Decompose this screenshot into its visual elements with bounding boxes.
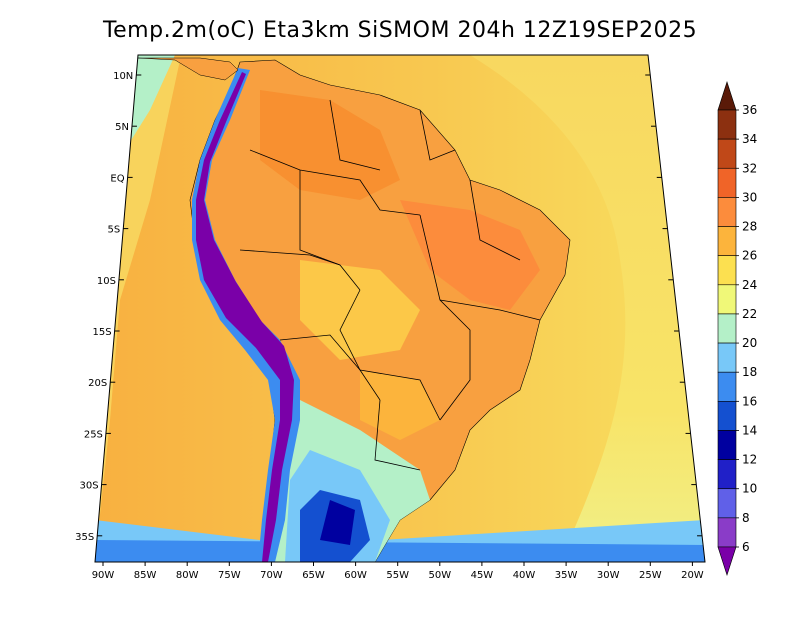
latitude-axis: 10N 5N EQ 5S 10S 15S 20S 25S 30S 35S — [75, 71, 703, 543]
colorbar: 36 34 32 30 28 26 24 22 20 18 16 14 12 10 8 6 — [717, 81, 757, 576]
lon-label: 30W — [597, 570, 620, 581]
lon-label: 25W — [639, 570, 662, 581]
colorbar-label: 8 — [742, 511, 750, 525]
colorbar-swatch — [717, 517, 737, 548]
lat-label: 30S — [79, 481, 98, 492]
colorbar-label: 32 — [742, 161, 757, 175]
lat-label: 15S — [93, 327, 112, 338]
lat-label: 25S — [84, 429, 103, 440]
colorbar-swatch — [717, 313, 737, 344]
lat-label: 35S — [75, 532, 94, 543]
south-cold-band — [95, 540, 705, 562]
colorbar-swatch — [717, 284, 737, 315]
chaco-warm-region — [360, 370, 440, 440]
colorbar-swatch — [717, 401, 737, 431]
lat-label: 5S — [108, 225, 121, 236]
colorbar-label: 20 — [742, 336, 757, 350]
colorbar-swatch — [717, 226, 737, 256]
lon-label: 35W — [555, 570, 578, 581]
colorbar-label: 34 — [742, 132, 757, 146]
lon-label: 70W — [260, 570, 283, 581]
colorbar-swatch — [717, 430, 737, 460]
lon-label: 60W — [344, 570, 367, 581]
colorbar-label: 36 — [742, 103, 757, 117]
lon-label: 20W — [681, 570, 704, 581]
country-borders — [239, 99, 541, 471]
colorbar-label: 18 — [742, 365, 757, 379]
colorbar-swatch — [717, 255, 737, 286]
colorbar-swatch — [717, 109, 737, 140]
colorbar-label: 14 — [742, 423, 757, 437]
colorbar-min-triangle — [717, 546, 737, 576]
pacific-north-cool — [125, 55, 175, 150]
colorbar-label: 22 — [742, 307, 757, 321]
lon-label: 45W — [471, 570, 494, 581]
lat-label: 5N — [115, 122, 129, 133]
colorbar-swatch — [717, 459, 737, 490]
colorbar-swatch — [717, 197, 737, 227]
lon-label: 75W — [218, 570, 241, 581]
lon-label: 65W — [302, 570, 325, 581]
colorbar-swatch — [717, 138, 737, 169]
colorbar-label: 12 — [742, 453, 757, 467]
colorbar-label: 28 — [742, 220, 757, 234]
lat-label: 10S — [97, 276, 116, 287]
central-america-land — [137, 57, 239, 81]
lat-label: 20S — [88, 378, 107, 389]
amazon-hot-region — [260, 90, 400, 200]
colorbar-label: 30 — [742, 190, 757, 204]
east-atlantic-field — [470, 55, 705, 562]
colorbar-label: 10 — [742, 482, 757, 496]
colorbar-max-triangle — [717, 81, 737, 111]
patagonia-coldest — [320, 500, 355, 545]
colorbar-label: 26 — [742, 249, 757, 263]
lon-label: 40W — [513, 570, 536, 581]
longitude-axis: 90W 85W 80W 75W 70W 65W 60W 55W 50W 45W 40W 35W 30W 2… — [92, 562, 704, 581]
colorbar-swatch — [717, 167, 737, 198]
lon-label: 80W — [176, 570, 199, 581]
map-frame — [94, 54, 706, 563]
map-field — [95, 55, 705, 562]
lon-label: 85W — [134, 570, 157, 581]
lat-label: EQ — [110, 173, 124, 184]
colorbar-swatch — [717, 342, 737, 373]
colorbar-label: 16 — [742, 394, 757, 408]
colorbar-label: 6 — [742, 540, 750, 554]
andes-cold-ridge — [196, 72, 294, 562]
lon-label: 50W — [428, 570, 451, 581]
map-title: Temp.2m(oC) Eta3km SiSMOM 204h 12Z19SEP2… — [102, 18, 698, 43]
colorbar-swatch — [717, 488, 737, 519]
colorbar-label: 24 — [742, 278, 757, 292]
lon-label: 90W — [92, 570, 115, 581]
lat-label: 10N — [113, 71, 133, 82]
lon-label: 55W — [386, 570, 409, 581]
brazil-interior-hot — [400, 200, 540, 310]
colorbar-swatch — [717, 371, 737, 402]
